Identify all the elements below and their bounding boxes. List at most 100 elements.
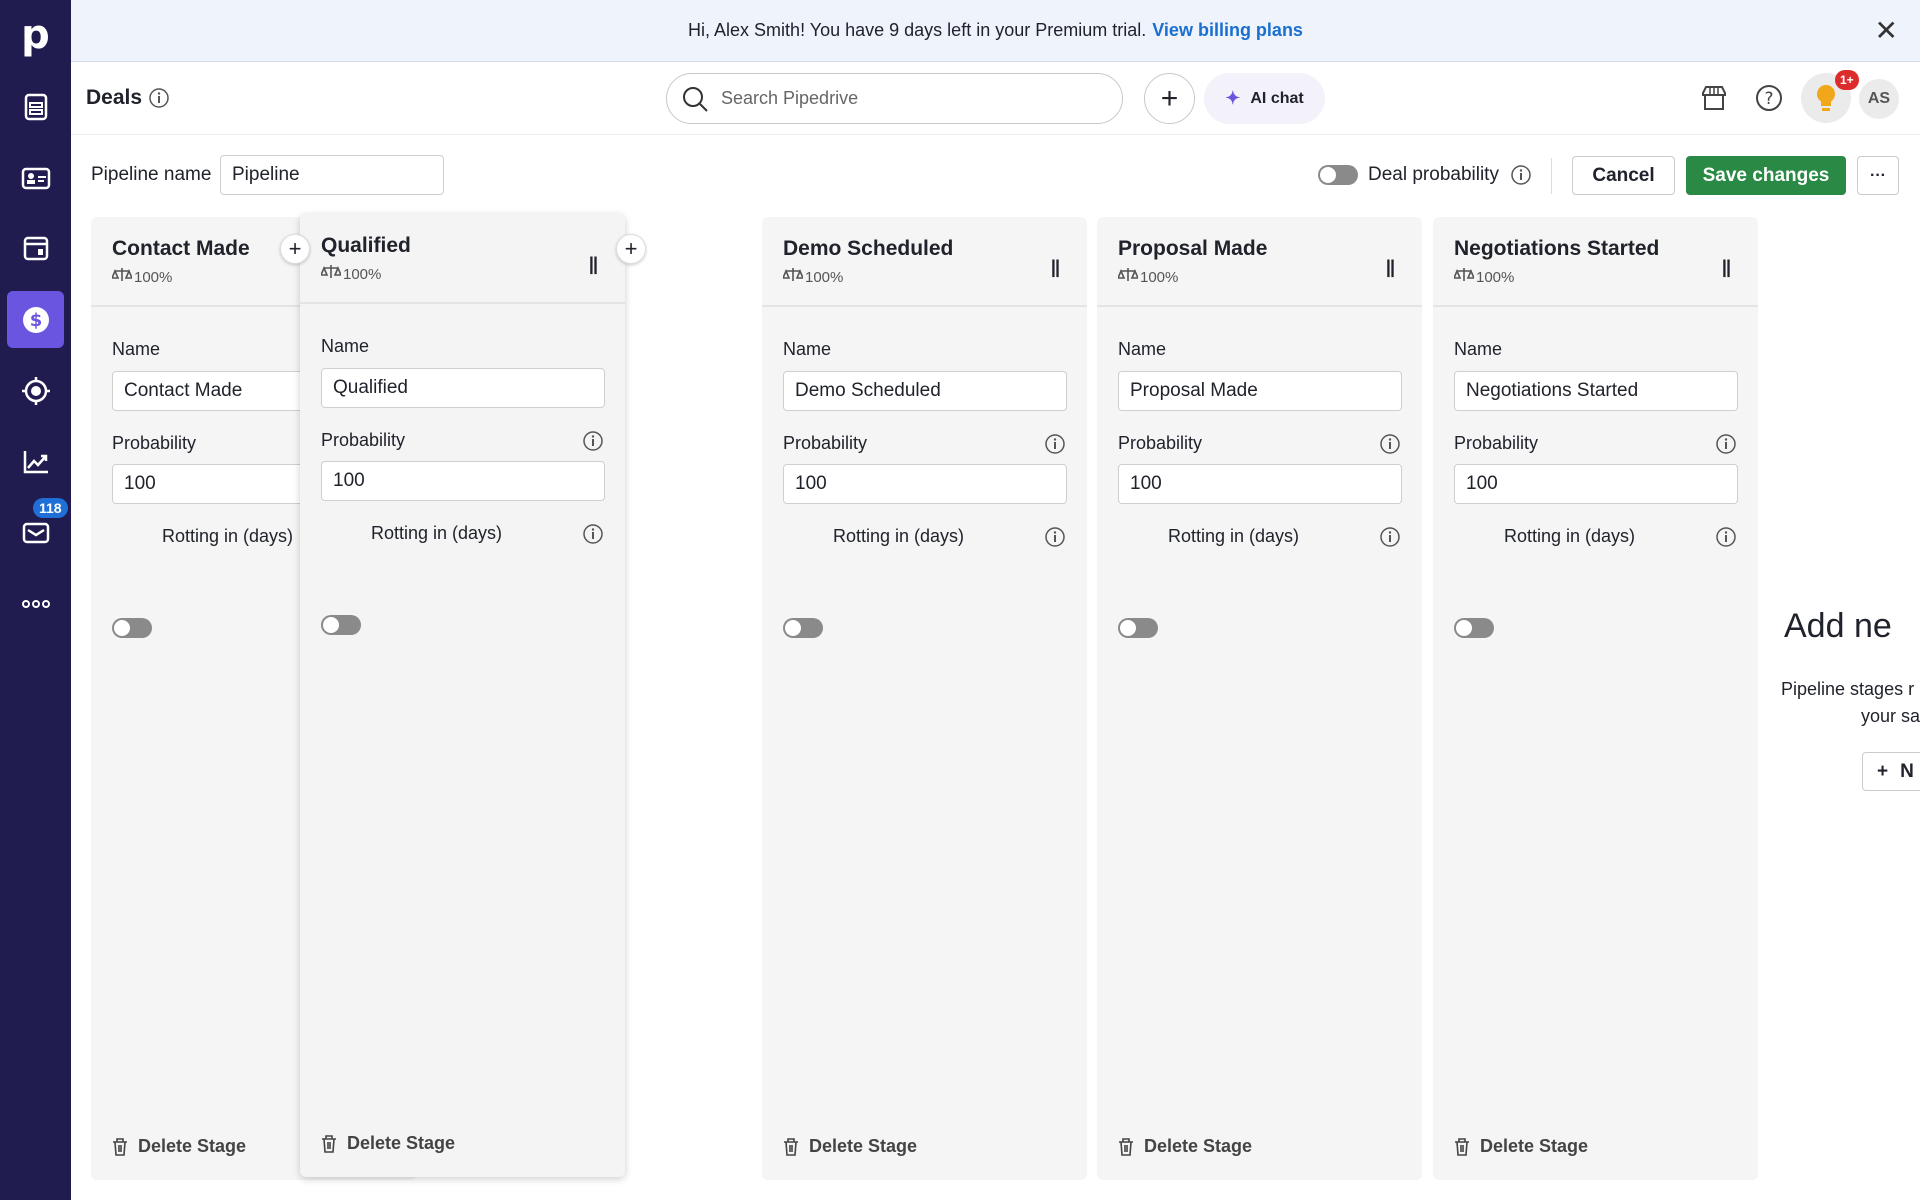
- help-icon[interactable]: ?: [1755, 84, 1783, 112]
- probability-input[interactable]: 100: [783, 464, 1067, 504]
- growth-button[interactable]: 1+: [1801, 70, 1859, 123]
- drag-handle-icon[interactable]: ||: [588, 254, 598, 274]
- probability-input[interactable]: 100: [1118, 464, 1402, 504]
- info-icon[interactable]: [1044, 433, 1066, 460]
- stage-name-input[interactable]: Negotiations Started: [1454, 371, 1738, 411]
- stage-header: Negotiations Started 100% ||: [1433, 217, 1758, 307]
- trash-icon: [784, 1137, 798, 1156]
- scale-icon: [319, 264, 343, 284]
- delete-stage-button[interactable]: Delete Stage: [1118, 1136, 1252, 1157]
- delete-stage-label: Delete Stage: [1144, 1136, 1253, 1156]
- scale-icon: [1452, 267, 1476, 287]
- stage-column[interactable]: Demo Scheduled 100% || Name Demo Schedul…: [762, 217, 1087, 1180]
- page-title: Deals: [86, 86, 170, 110]
- add-stage-title: Add ne: [1784, 607, 1892, 645]
- mail-badge: 118: [33, 498, 68, 518]
- stage-column[interactable]: Qualified 100% || Name Qualified Probabi…: [300, 214, 625, 1177]
- avatar[interactable]: AS: [1859, 79, 1899, 119]
- info-icon[interactable]: [148, 87, 170, 109]
- add-stage-between-button[interactable]: +: [280, 234, 310, 264]
- scale-icon: [110, 267, 134, 287]
- plus-icon: +: [1160, 81, 1179, 115]
- insights-icon[interactable]: [7, 433, 64, 490]
- mail-icon[interactable]: [7, 504, 64, 561]
- delete-stage-button[interactable]: Delete Stage: [112, 1136, 246, 1157]
- rotting-label: Rotting in (days): [1168, 526, 1300, 546]
- info-icon[interactable]: [1715, 526, 1737, 553]
- name-label: Name: [1454, 339, 1503, 359]
- new-stage-label: N: [1900, 760, 1914, 782]
- contacts-icon[interactable]: [7, 149, 64, 206]
- info-icon[interactable]: [1715, 433, 1737, 460]
- leads-icon[interactable]: [7, 78, 64, 135]
- marketplace-icon[interactable]: [1700, 84, 1728, 112]
- search-icon: [683, 86, 708, 112]
- add-stage-between-button[interactable]: +: [616, 234, 646, 264]
- trash-icon: [113, 1137, 127, 1156]
- search-input[interactable]: Search Pipedrive: [666, 73, 1123, 124]
- pipedrive-logo[interactable]: p: [21, 11, 50, 58]
- rotting-toggle[interactable]: [1454, 618, 1494, 638]
- stage-probability-value: 100%: [134, 268, 173, 286]
- delete-stage-button[interactable]: Delete Stage: [1454, 1136, 1588, 1157]
- info-icon[interactable]: [1379, 526, 1401, 553]
- activities-icon[interactable]: [7, 218, 64, 275]
- stage-header: Proposal Made 100% ||: [1097, 217, 1422, 307]
- info-icon[interactable]: [582, 523, 604, 550]
- info-icon[interactable]: [1510, 164, 1532, 186]
- new-stage-button[interactable]: + N: [1862, 752, 1920, 791]
- deals-title: Deals: [86, 86, 143, 109]
- cancel-button[interactable]: Cancel: [1572, 156, 1675, 195]
- rotting-label: Rotting in (days): [162, 526, 294, 546]
- drag-handle-icon[interactable]: ||: [1721, 257, 1731, 277]
- delete-stage-button[interactable]: Delete Stage: [783, 1136, 917, 1157]
- projects-icon[interactable]: [7, 362, 64, 419]
- divider: [1551, 158, 1552, 194]
- rotting-toggle[interactable]: [112, 618, 152, 638]
- sidebar: p $ 118: [0, 0, 71, 1200]
- probability-label: Probability: [321, 430, 406, 450]
- drag-handle-icon[interactable]: ||: [1050, 257, 1060, 277]
- rotting-toggle[interactable]: [1118, 618, 1158, 638]
- stage-name-input[interactable]: Qualified: [321, 368, 605, 408]
- stage-column[interactable]: Negotiations Started 100% || Name Negoti…: [1433, 217, 1758, 1180]
- pipeline-name-input[interactable]: Pipeline: [220, 155, 444, 195]
- stage-title: Demo Scheduled: [783, 237, 954, 260]
- drag-handle-icon[interactable]: ||: [1385, 257, 1395, 277]
- info-icon[interactable]: [582, 430, 604, 457]
- stage-probability: 100%: [110, 267, 395, 287]
- ai-chat-label: AI chat: [1250, 89, 1304, 107]
- stage-column[interactable]: Proposal Made 100% || Name Proposal Made…: [1097, 217, 1422, 1180]
- more-icon[interactable]: [7, 575, 64, 632]
- delete-stage-button[interactable]: Delete Stage: [321, 1133, 455, 1154]
- view-billing-plans-link[interactable]: View billing plans: [1152, 20, 1303, 40]
- svg-text:$: $: [29, 310, 42, 331]
- trash-icon: [322, 1134, 336, 1153]
- stage-header: Qualified 100% ||: [300, 214, 625, 304]
- probability-input[interactable]: 100: [321, 461, 605, 501]
- delete-stage-label: Delete Stage: [809, 1136, 918, 1156]
- deal-probability-toggle[interactable]: [1318, 165, 1358, 185]
- rotting-toggle[interactable]: [321, 615, 361, 635]
- info-icon[interactable]: [1379, 433, 1401, 460]
- rotting-toggle[interactable]: [783, 618, 823, 638]
- more-options-button[interactable]: ···: [1857, 156, 1899, 195]
- info-icon[interactable]: [1044, 526, 1066, 553]
- close-icon[interactable]: ✕: [1874, 15, 1898, 46]
- delete-stage-label: Delete Stage: [347, 1133, 456, 1153]
- save-changes-button[interactable]: Save changes: [1686, 156, 1846, 195]
- trash-icon: [1455, 1137, 1469, 1156]
- name-label: Name: [1118, 339, 1167, 359]
- stage-title: Negotiations Started: [1454, 237, 1660, 260]
- pipeline-name-label: Pipeline name: [91, 164, 212, 185]
- probability-input[interactable]: 100: [1454, 464, 1738, 504]
- stage-probability-value: 100%: [343, 265, 382, 283]
- ai-chat-button[interactable]: ✦ AI chat: [1204, 73, 1325, 124]
- stage-name-input[interactable]: Demo Scheduled: [783, 371, 1067, 411]
- stage-name-input[interactable]: Proposal Made: [1118, 371, 1402, 411]
- probability-label: Probability: [1454, 433, 1539, 453]
- deals-icon[interactable]: $: [7, 291, 64, 348]
- add-button[interactable]: +: [1144, 73, 1195, 124]
- deal-probability-label: Deal probability: [1368, 164, 1499, 185]
- header: Deals Search Pipedrive + ✦ AI chat ? 1+ …: [71, 62, 1920, 135]
